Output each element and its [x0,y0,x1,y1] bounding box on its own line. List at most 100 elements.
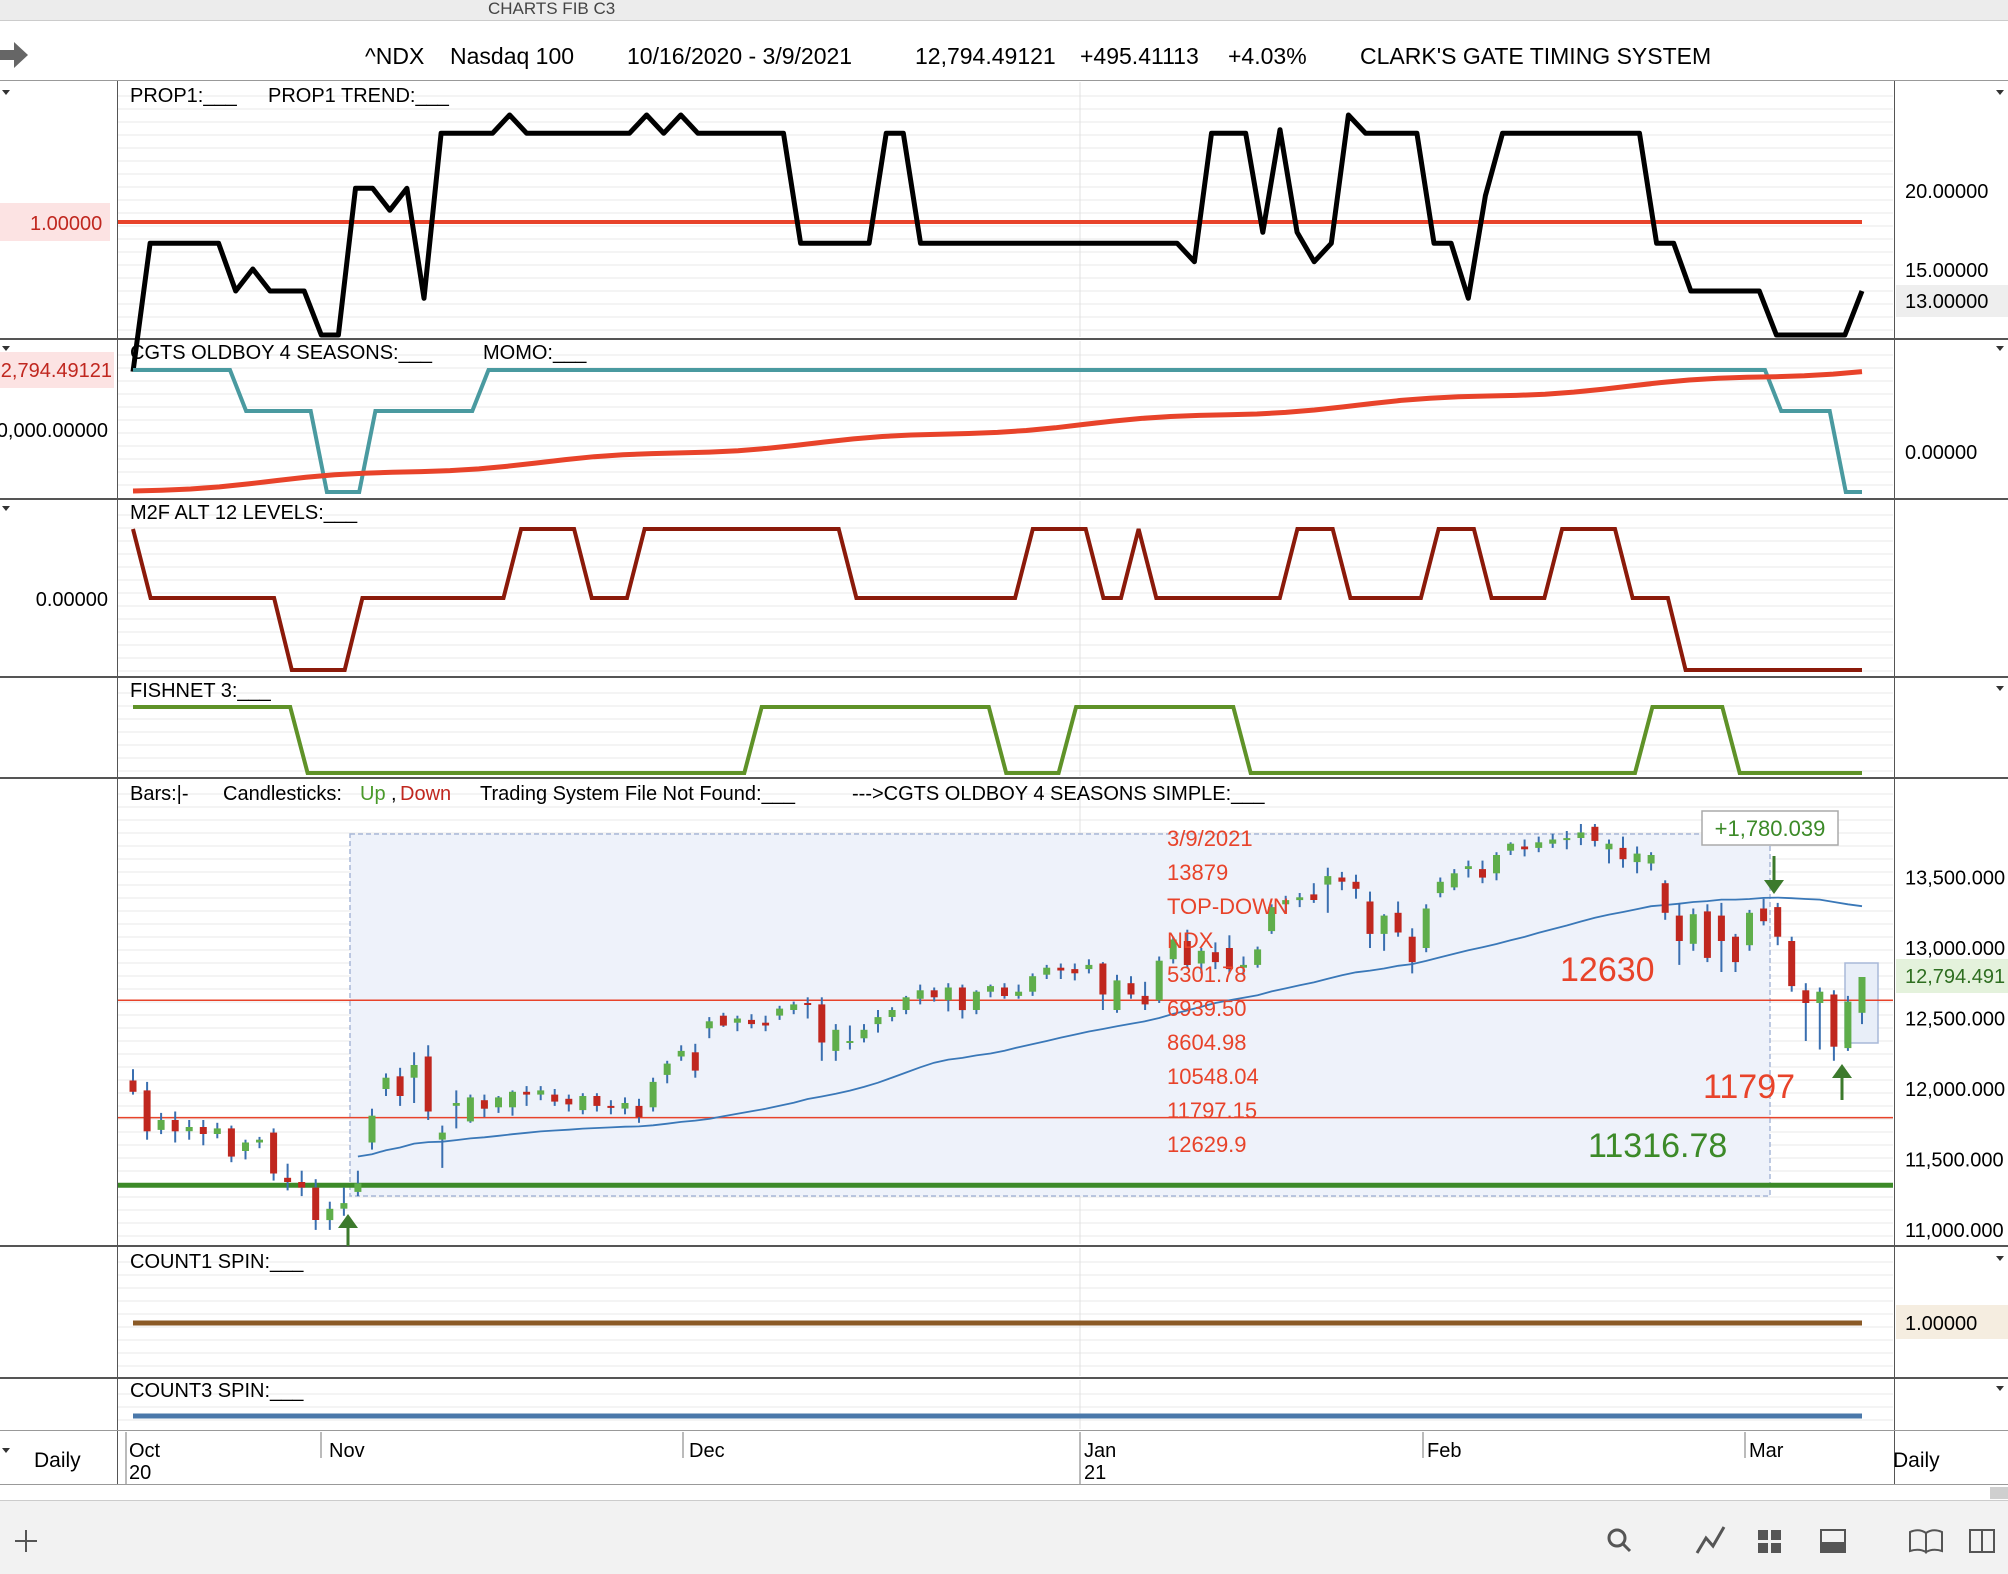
candle-body [677,1050,685,1057]
grid-icon[interactable] [1758,1530,1781,1553]
plus-icon[interactable] [15,1530,37,1552]
prop1-trend-label: PROP1 TREND:___ [268,85,450,107]
candle-body [930,990,938,998]
candle-body [621,1103,629,1109]
candle-body [340,1203,348,1209]
main-legend: Bars:|- Candlesticks: Up , Down Trading … [130,783,1265,805]
legend-up: Up [360,783,386,805]
candle-body [368,1115,376,1143]
panel-toggle-icon[interactable] [1996,686,2004,691]
candle-body [846,1041,854,1043]
candle-body [1015,991,1023,996]
periodicity-left[interactable]: Daily [34,1449,81,1472]
candle-body [424,1056,432,1112]
candle-body [705,1021,713,1029]
candle-body [1254,949,1262,965]
candle-body [607,1105,615,1108]
candle-body [832,1029,840,1051]
candle-body [1816,991,1824,1003]
candle-body [1830,994,1838,1047]
m2f-label: M2F ALT 12 LEVELS:___ [130,502,358,524]
candle-body [1577,832,1585,838]
annotation-level-4: 10548.04 [1167,1064,1259,1089]
candle-body [762,1022,770,1026]
candle-body [284,1177,292,1182]
candle-body [242,1142,249,1151]
candle-body [1099,963,1107,995]
candle-body [804,1003,812,1005]
legend-comma: , [391,783,397,805]
month-oct: Oct [129,1440,161,1462]
layout-icon[interactable] [1820,1529,1846,1553]
candle-body [1085,964,1093,970]
fishnet-series-line [133,705,1862,775]
line-chart-icon[interactable] [1695,1526,1726,1554]
candle-body [1746,912,1753,946]
candle-body [874,1017,882,1025]
search-icon[interactable] [1607,1528,1632,1553]
annotation-level-1: 5301.78 [1167,962,1247,987]
candle-body [382,1077,390,1089]
candle-body [1464,866,1472,869]
candle-body [1127,983,1135,995]
fib-selection-box[interactable] [349,833,1771,1197]
candle-body [509,1091,516,1108]
price-tag-text: 12,794.491 [1905,966,2005,988]
header-symbol: ^NDX [365,43,424,69]
candle-body [1225,948,1233,970]
panel-toggle-icon[interactable] [1996,1256,2004,1261]
columns-icon[interactable] [1969,1529,1995,1553]
cgts-right-tick: 0.00000 [1905,442,1977,464]
candle-body [635,1105,643,1118]
right-axis-border [1894,81,1895,1484]
panel-toggles [2,90,2004,1453]
count1-right-tag [1896,1305,2008,1339]
candle-body [1324,876,1332,885]
level-label-11797: 11797 [1703,1068,1795,1106]
candle-body [1001,987,1008,996]
candle-body [1380,915,1388,934]
candle-body [902,997,910,1010]
prop1-tick-13: 13.00000 [1905,291,1988,313]
main-price-tick: 12,500.000 [1905,1009,2005,1031]
candle-body [213,1128,221,1134]
panel-toggle-icon[interactable] [2,90,10,95]
candle-body [1844,1001,1852,1049]
candle-body [818,1004,826,1043]
candle-body [466,1097,474,1122]
candle-body [1591,826,1599,841]
year-21: 21 [1084,1462,1106,1484]
candle-body [733,1018,741,1023]
panel-toggle-icon[interactable] [1996,346,2004,351]
candle-body [1703,911,1711,958]
periodicity-right[interactable]: Daily [1893,1449,1940,1472]
prop1-left-value: 1.00000 [30,213,102,235]
candle-body [1071,969,1079,974]
candle-body [1717,915,1725,941]
candle-body [551,1094,559,1102]
book-icon[interactable] [1909,1529,1943,1554]
candle-body [1535,842,1543,848]
header-pct: +4.03% [1228,43,1307,69]
cgts-label: CGTS OLDBOY 4 SEASONS:___ [130,342,433,364]
gain-box [1701,810,1839,846]
candle-body [143,1090,151,1132]
count1-right-value: 1.00000 [1905,1313,1977,1335]
back-arrow-icon[interactable] [0,42,28,68]
panel-toggle-icon[interactable] [1996,90,2004,95]
candle-body [776,1008,784,1016]
scrollbar-thumb[interactable] [1990,1487,2008,1499]
toolbar-divider [0,1500,2008,1501]
candle-body [1366,901,1374,934]
moving-average-line [357,896,1863,1158]
panel-toggle-icon[interactable] [2,1448,10,1453]
prop1-tick-15: 15.00000 [1905,260,1988,282]
panel-toggle-icon[interactable] [2,346,10,351]
candle-body [972,991,980,1010]
panel-toggle-icon[interactable] [2,506,10,511]
window-title: CHARTS FIB C3 [488,0,615,18]
candle-body [1057,967,1065,971]
cgts-left-value: 12,794.49121 [0,360,112,382]
panel-toggle-icon[interactable] [1996,1386,2004,1391]
prop1-left-value-tag [0,203,110,241]
